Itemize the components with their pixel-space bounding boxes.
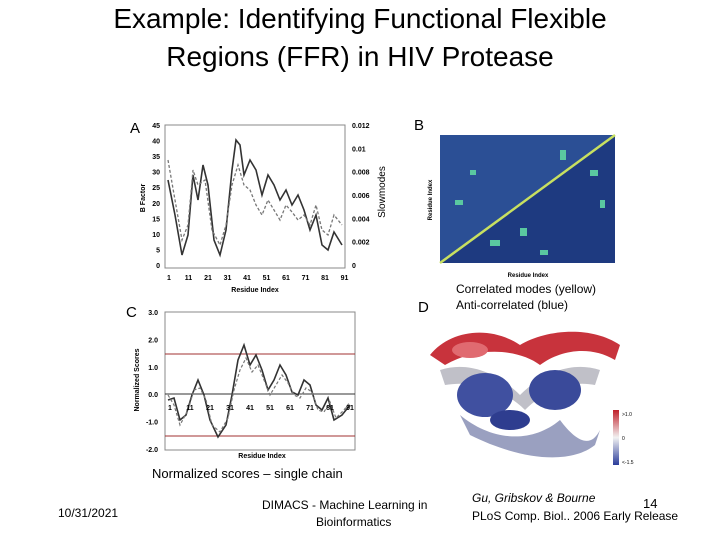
tick-label: 31 — [224, 275, 232, 282]
colorbar-label: 0 — [622, 436, 625, 442]
axis-label: Residue Index — [428, 179, 434, 220]
tick-label: 0 — [156, 263, 160, 270]
axis-label: Residue Index — [231, 287, 279, 294]
tick-label: 81 — [321, 275, 329, 282]
tick-label: 21 — [204, 275, 212, 282]
tick-label: 51 — [263, 275, 271, 282]
tick-label: 41 — [246, 405, 254, 412]
legend-text: Anti-correlated (blue) — [456, 298, 569, 312]
tick-label: 35 — [152, 154, 160, 161]
tick-label: 0.0 — [148, 392, 158, 399]
authors: Gu, Gribskov & Bourne — [472, 491, 596, 505]
curve — [167, 342, 351, 439]
tick-label: 0.008 — [352, 170, 370, 177]
protein — [430, 331, 620, 458]
tick-label: 3.0 — [148, 310, 158, 317]
tick-label: 0.002 — [352, 240, 370, 247]
tick-label: 1.0 — [148, 365, 158, 372]
tick-label: 41 — [243, 275, 251, 282]
colorbar-label: <-1.5 — [622, 460, 634, 466]
tick-label: 11 — [186, 405, 194, 412]
tick-label: 61 — [286, 405, 294, 412]
tick-label: 0.012 — [352, 123, 370, 130]
axis-label: Normalized Scores — [134, 348, 141, 411]
axis-label: Residue Index — [238, 453, 286, 460]
tick-label: 40 — [152, 139, 160, 146]
curve — [167, 138, 343, 258]
tick-label: 15 — [152, 216, 160, 223]
plot-frame — [164, 311, 356, 451]
tick-label: 0.004 — [352, 216, 370, 223]
colorbar — [613, 410, 619, 465]
axis-label: Slowmodes — [377, 166, 388, 218]
venue: DIMACS - Machine Learning in — [262, 498, 428, 512]
curve — [167, 159, 343, 247]
plot-frame — [164, 124, 346, 269]
tick-label: 30 — [152, 170, 160, 177]
tick-label: 11 — [185, 275, 193, 282]
legend-text: Correlated modes (yellow) — [456, 282, 597, 296]
speckles — [455, 150, 605, 255]
panel-label: B — [414, 117, 424, 134]
tick-label: 31 — [226, 405, 234, 412]
tick-label: 0.006 — [352, 193, 370, 200]
tick-label: 61 — [282, 275, 290, 282]
title-line: Regions (FFR) in HIV Protease — [166, 41, 554, 72]
tick-label: 25 — [152, 185, 160, 192]
tick-label: 51 — [266, 405, 274, 412]
page-number: 14 — [643, 496, 658, 511]
venue: Bioinformatics — [316, 515, 392, 529]
tick-label: 5 — [156, 247, 160, 254]
axis-label: B Factor — [140, 184, 147, 213]
tick-label: 71 — [306, 405, 314, 412]
panel-label: D — [418, 299, 429, 316]
curve — [167, 356, 351, 433]
citation: PLoS Comp. Biol.. 2006 Early Release — [472, 509, 679, 523]
colorbar-label: >1.0 — [622, 412, 632, 418]
slide-title: Example: Identifying Functional Flexible… — [0, 0, 720, 76]
tick-label: 91 — [346, 405, 354, 412]
panel-label: C — [126, 304, 137, 321]
tick-label: 10 — [152, 232, 160, 239]
caption: Normalized scores – single chain — [152, 466, 343, 481]
tick-label: -2.0 — [146, 447, 158, 454]
tick-label: 0 — [352, 263, 356, 270]
tick-label: 21 — [206, 405, 214, 412]
tick-label: 1 — [168, 405, 172, 412]
tick-label: 45 — [152, 123, 160, 130]
tick-label: 20 — [152, 201, 160, 208]
diagonal — [439, 133, 616, 265]
tick-label: 91 — [341, 275, 349, 282]
tick-label: 81 — [326, 405, 334, 412]
tick-label: -1.0 — [146, 420, 158, 427]
tick-label: 71 — [302, 275, 310, 282]
date: 10/31/2021 — [58, 506, 119, 520]
axis-label: Residue Index — [508, 273, 549, 279]
title-line: Example: Identifying Functional Flexible — [113, 3, 607, 34]
tick-label: 2.0 — [148, 337, 158, 344]
tick-label: 0.01 — [352, 146, 366, 153]
tick-label: 1 — [167, 275, 171, 282]
panel-label: A — [130, 120, 140, 137]
